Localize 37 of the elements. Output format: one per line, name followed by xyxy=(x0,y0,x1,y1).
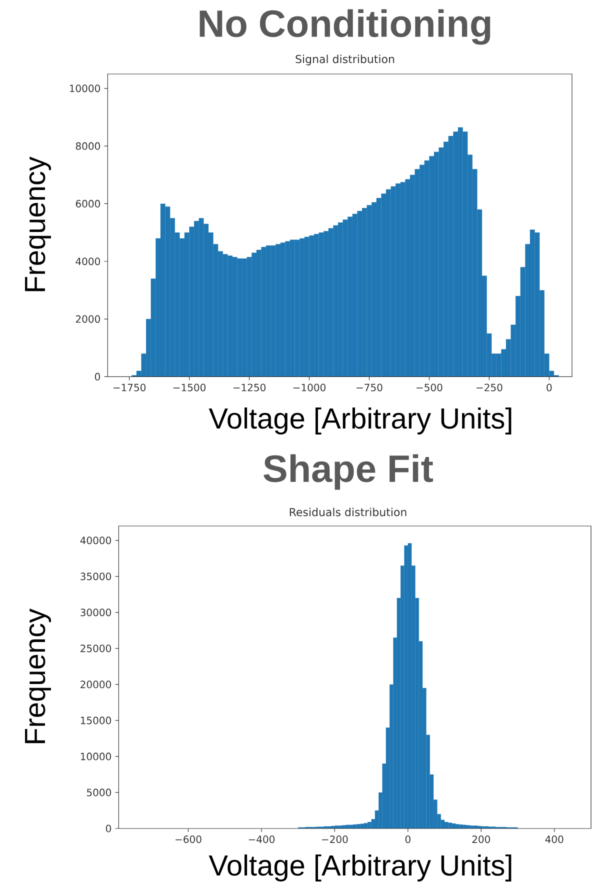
x-tick-label: 0 xyxy=(546,384,552,392)
y-tick-label: 20000 xyxy=(80,680,111,688)
x-tick-label: 0 xyxy=(405,836,410,844)
y-tick-label: 15000 xyxy=(80,716,111,724)
x-tick-label: −1750 xyxy=(113,384,146,392)
x-axis-title: Voltage [Arbitrary Units] xyxy=(208,854,512,882)
chart-title: Shape Fit xyxy=(264,454,434,490)
x-tick-label: 200 xyxy=(472,836,490,844)
x-tick-label: −1500 xyxy=(173,384,206,392)
x-tick-label: −600 xyxy=(176,836,202,844)
x-tick-label: −400 xyxy=(248,836,275,844)
chart-title: No Conditioning xyxy=(200,9,490,45)
y-tick-label: 30000 xyxy=(80,608,111,616)
chart-subtitle: Signal distribution xyxy=(296,54,394,66)
y-tick-label: 0 xyxy=(94,372,100,380)
x-tick-label: −500 xyxy=(416,384,442,392)
y-tick-label: 8000 xyxy=(76,142,100,150)
x-tick-label: −1000 xyxy=(293,384,326,392)
y-tick-label: 6000 xyxy=(76,200,100,208)
x-tick-label: 400 xyxy=(545,836,564,844)
y-axis-title: Frequency xyxy=(25,608,51,744)
x-tick-label: −200 xyxy=(322,836,348,844)
y-tick-label: 4000 xyxy=(76,258,100,266)
y-tick-label: 35000 xyxy=(80,572,111,580)
x-tick-label: −1250 xyxy=(233,384,266,392)
y-tick-label: 2000 xyxy=(76,315,100,323)
y-tick-label: 40000 xyxy=(80,536,111,544)
x-axis-title: Voltage [Arbitrary Units] xyxy=(208,407,512,435)
x-tick-label: −750 xyxy=(356,384,382,392)
y-tick-label: 10000 xyxy=(70,84,100,92)
y-tick-label: 5000 xyxy=(86,788,112,796)
x-tick-label: −250 xyxy=(476,384,502,392)
y-tick-label: 0 xyxy=(106,824,112,832)
y-axis-title: Frequency xyxy=(25,156,51,292)
y-tick-label: 10000 xyxy=(80,752,111,760)
chart-subtitle: Residuals distribution xyxy=(290,508,406,516)
y-tick-label: 25000 xyxy=(80,644,111,652)
